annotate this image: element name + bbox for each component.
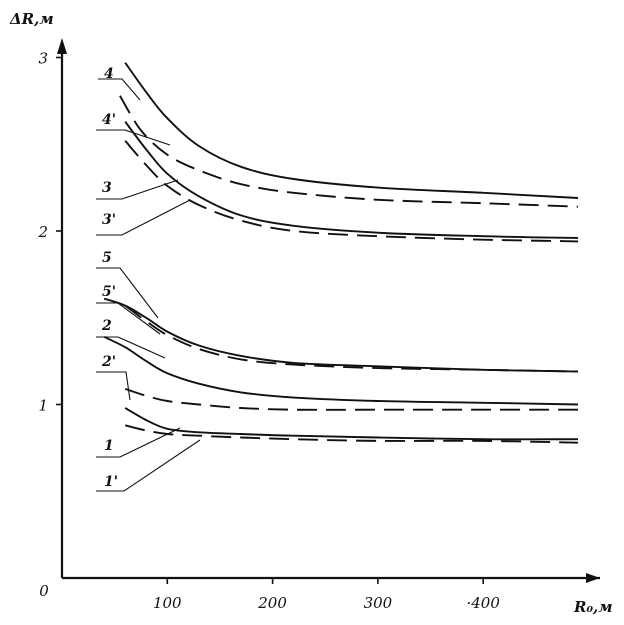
- leader-2: [96, 336, 166, 359]
- leader-5-prime: [96, 302, 161, 335]
- x-tick-label: 200: [257, 594, 287, 612]
- curve-label-5: 5: [102, 250, 112, 266]
- curves: [103, 62, 579, 444]
- leader-1: [96, 427, 181, 458]
- x-tick-label: 100: [153, 594, 182, 612]
- curve-2-prime: [124, 387, 578, 411]
- y-axis-label: ΔR,м: [9, 10, 54, 28]
- x-tick-label: ·400: [466, 594, 500, 612]
- x-tick-label: 300: [364, 594, 393, 612]
- leader-3-prime: [96, 199, 191, 236]
- axes: 100 200 300 ·400 1 2 3 0 ΔR,м R₀,м: [9, 10, 613, 616]
- curve-3-prime: [124, 140, 579, 243]
- leader-3: [96, 179, 179, 200]
- curve-2: [103, 335, 579, 406]
- leader-2-prime: [96, 371, 131, 401]
- curve-5: [103, 297, 579, 373]
- curve-labels: 4 4' 3 3' 5 5' 2 2' 1 1': [96, 66, 201, 492]
- curve-1-prime: [124, 424, 579, 444]
- curve-5-prime: [124, 304, 579, 373]
- leader-4-prime: [96, 129, 171, 146]
- curve-4-prime: [119, 95, 579, 208]
- leader-5: [96, 267, 159, 319]
- curve-label-2: 2: [101, 318, 112, 334]
- origin-label: 0: [39, 582, 49, 600]
- y-tick-label: 3: [38, 50, 48, 68]
- leader-1-prime: [96, 439, 201, 492]
- y-axis-arrow: [57, 38, 67, 54]
- curve-label-1: 1: [104, 438, 114, 454]
- curve-label-4: 4: [104, 66, 114, 82]
- y-tick-label: 1: [38, 397, 48, 415]
- curve-1: [124, 407, 579, 441]
- curve-label-2-prime: 2': [101, 354, 116, 370]
- curve-label-3-prime: 3': [102, 212, 116, 228]
- curve-label-4-prime: 4': [102, 112, 116, 128]
- leader-4: [98, 78, 141, 101]
- curve-4: [124, 62, 579, 199]
- y-tick-label: 2: [37, 223, 48, 241]
- curve-label-3: 3: [102, 180, 112, 196]
- x-axis-label: R₀,м: [573, 598, 613, 616]
- curve-label-5-prime: 5': [102, 284, 116, 300]
- curve-3: [124, 121, 579, 239]
- x-axis-arrow: [586, 573, 600, 583]
- curve-label-1-prime: 1': [104, 474, 118, 490]
